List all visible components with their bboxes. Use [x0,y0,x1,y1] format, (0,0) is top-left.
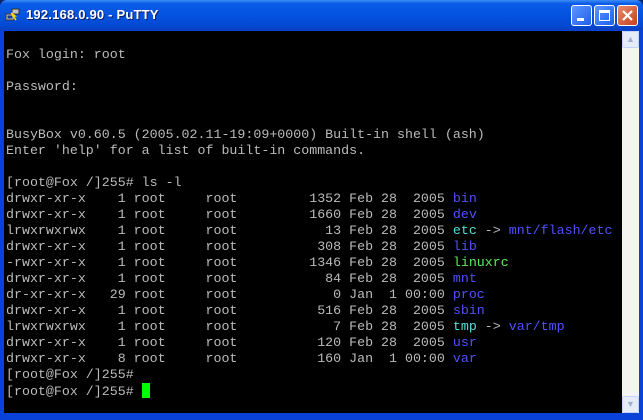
terminal-line: drwxr-xr-x 1 root root 1660 Feb 28 2005 … [4,207,622,223]
file-name-dir: usr [452,335,477,350]
terminal-text: Enter 'help' for a list of built-in comm… [6,143,366,158]
minimize-icon [577,18,584,21]
file-name-dir: proc [452,287,485,302]
terminal-text: -rwxr-xr-x 1 root root 1346 Feb 28 2005 [6,255,453,270]
terminal-text: drwxr-xr-x 1 root root 516 Feb 28 2005 [6,303,453,318]
maximize-button[interactable] [594,5,615,26]
chevron-down-icon: ▼ [626,399,635,409]
terminal-text: lrwxrwxrwx 1 root root 7 Feb 28 2005 [6,319,453,334]
title-bar[interactable]: 192.168.0.90 - PuTTY [0,0,643,30]
terminal-text: [root@Fox /]255# ls -l [6,175,182,190]
terminal-line: Enter 'help' for a list of built-in comm… [4,143,622,159]
file-name-dir: var [452,351,477,366]
terminal-text: Fox login: root [6,47,126,62]
terminal-line: drwxr-xr-x 1 root root 1352 Feb 28 2005 … [4,191,622,207]
terminal-text: -> [476,223,509,238]
close-icon [622,10,633,21]
terminal-line: drwxr-xr-x 1 root root 516 Feb 28 2005 s… [4,303,622,319]
file-name-dir: mnt [452,271,477,286]
terminal-line [4,63,622,79]
terminal-line: drwxr-xr-x 1 root root 84 Feb 28 2005 mn… [4,271,622,287]
close-button[interactable] [617,5,638,26]
terminal-text: drwxr-xr-x 1 root root 84 Feb 28 2005 [6,271,453,286]
file-name-link: etc [452,223,477,238]
scroll-up-button[interactable]: ▲ [622,31,639,48]
maximize-icon [599,10,610,21]
terminal-text: drwxr-xr-x 1 root root 308 Feb 28 2005 [6,239,453,254]
terminal-line: [root@Fox /]255# ls -l [4,175,622,191]
terminal-text: Password: [6,79,78,94]
terminal-line: BusyBox v0.60.5 (2005.02.11-19:09+0000) … [4,127,622,143]
file-name-dir: lib [452,239,477,254]
terminal-line [4,95,622,111]
minimize-button[interactable] [571,5,592,26]
terminal-text: dr-xr-xr-x 29 root root 0 Jan 1 00:00 [6,287,453,302]
file-name-dir: sbin [452,303,485,318]
terminal-line: lrwxrwxrwx 1 root root 13 Feb 28 2005 et… [4,223,622,239]
terminal-line: drwxr-xr-x 1 root root 120 Feb 28 2005 u… [4,335,622,351]
terminal-line: lrwxrwxrwx 1 root root 7 Feb 28 2005 tmp… [4,319,622,335]
file-name-link: tmp [452,319,477,334]
terminal-output[interactable]: Fox login: root Password: BusyBox v0.60.5 … [4,31,622,413]
terminal-line: Password: [4,79,622,95]
terminal-text: -> [476,319,509,334]
terminal-line: drwxr-xr-x 8 root root 160 Jan 1 00:00 v… [4,351,622,367]
terminal-text: drwxr-xr-x 1 root root 1352 Feb 28 2005 [6,191,453,206]
terminal-text: lrwxrwxrwx 1 root root 13 Feb 28 2005 [6,223,453,238]
vertical-scrollbar[interactable]: ▲ ▼ [622,31,639,413]
terminal-text: drwxr-xr-x 1 root root 1660 Feb 28 2005 [6,207,453,222]
terminal-text: [root@Fox /]255# [6,367,134,382]
window-title: 192.168.0.90 - PuTTY [26,7,159,22]
terminal-text: drwxr-xr-x 1 root root 120 Feb 28 2005 [6,335,453,350]
terminal-line: dr-xr-xr-x 29 root root 0 Jan 1 00:00 pr… [4,287,622,303]
terminal-line: Fox login: root [4,47,622,63]
terminal-text: BusyBox v0.60.5 (2005.02.11-19:09+0000) … [6,127,485,142]
terminal-line [4,31,622,47]
file-name-exec: linuxrc [452,255,509,270]
terminal-line: [root@Fox /]255# [4,367,622,383]
terminal-text: drwxr-xr-x 8 root root 160 Jan 1 00:00 [6,351,453,366]
terminal-line: drwxr-xr-x 1 root root 308 Feb 28 2005 l… [4,239,622,255]
terminal-line: -rwxr-xr-x 1 root root 1346 Feb 28 2005 … [4,255,622,271]
file-name-dir: dev [452,207,477,222]
terminal-line [4,111,622,127]
scroll-down-button[interactable]: ▼ [622,396,639,413]
terminal-line: [root@Fox /]255# [4,383,622,399]
terminal-text: [root@Fox /]255# [6,384,142,399]
file-name-dir: mnt/flash/etc [508,223,613,238]
file-name-dir: var/tmp [508,319,565,334]
file-name-dir: bin [452,191,477,206]
chevron-up-icon: ▲ [626,34,635,44]
terminal-line [4,159,622,175]
putty-icon[interactable] [5,7,21,23]
terminal-cursor [141,383,150,398]
